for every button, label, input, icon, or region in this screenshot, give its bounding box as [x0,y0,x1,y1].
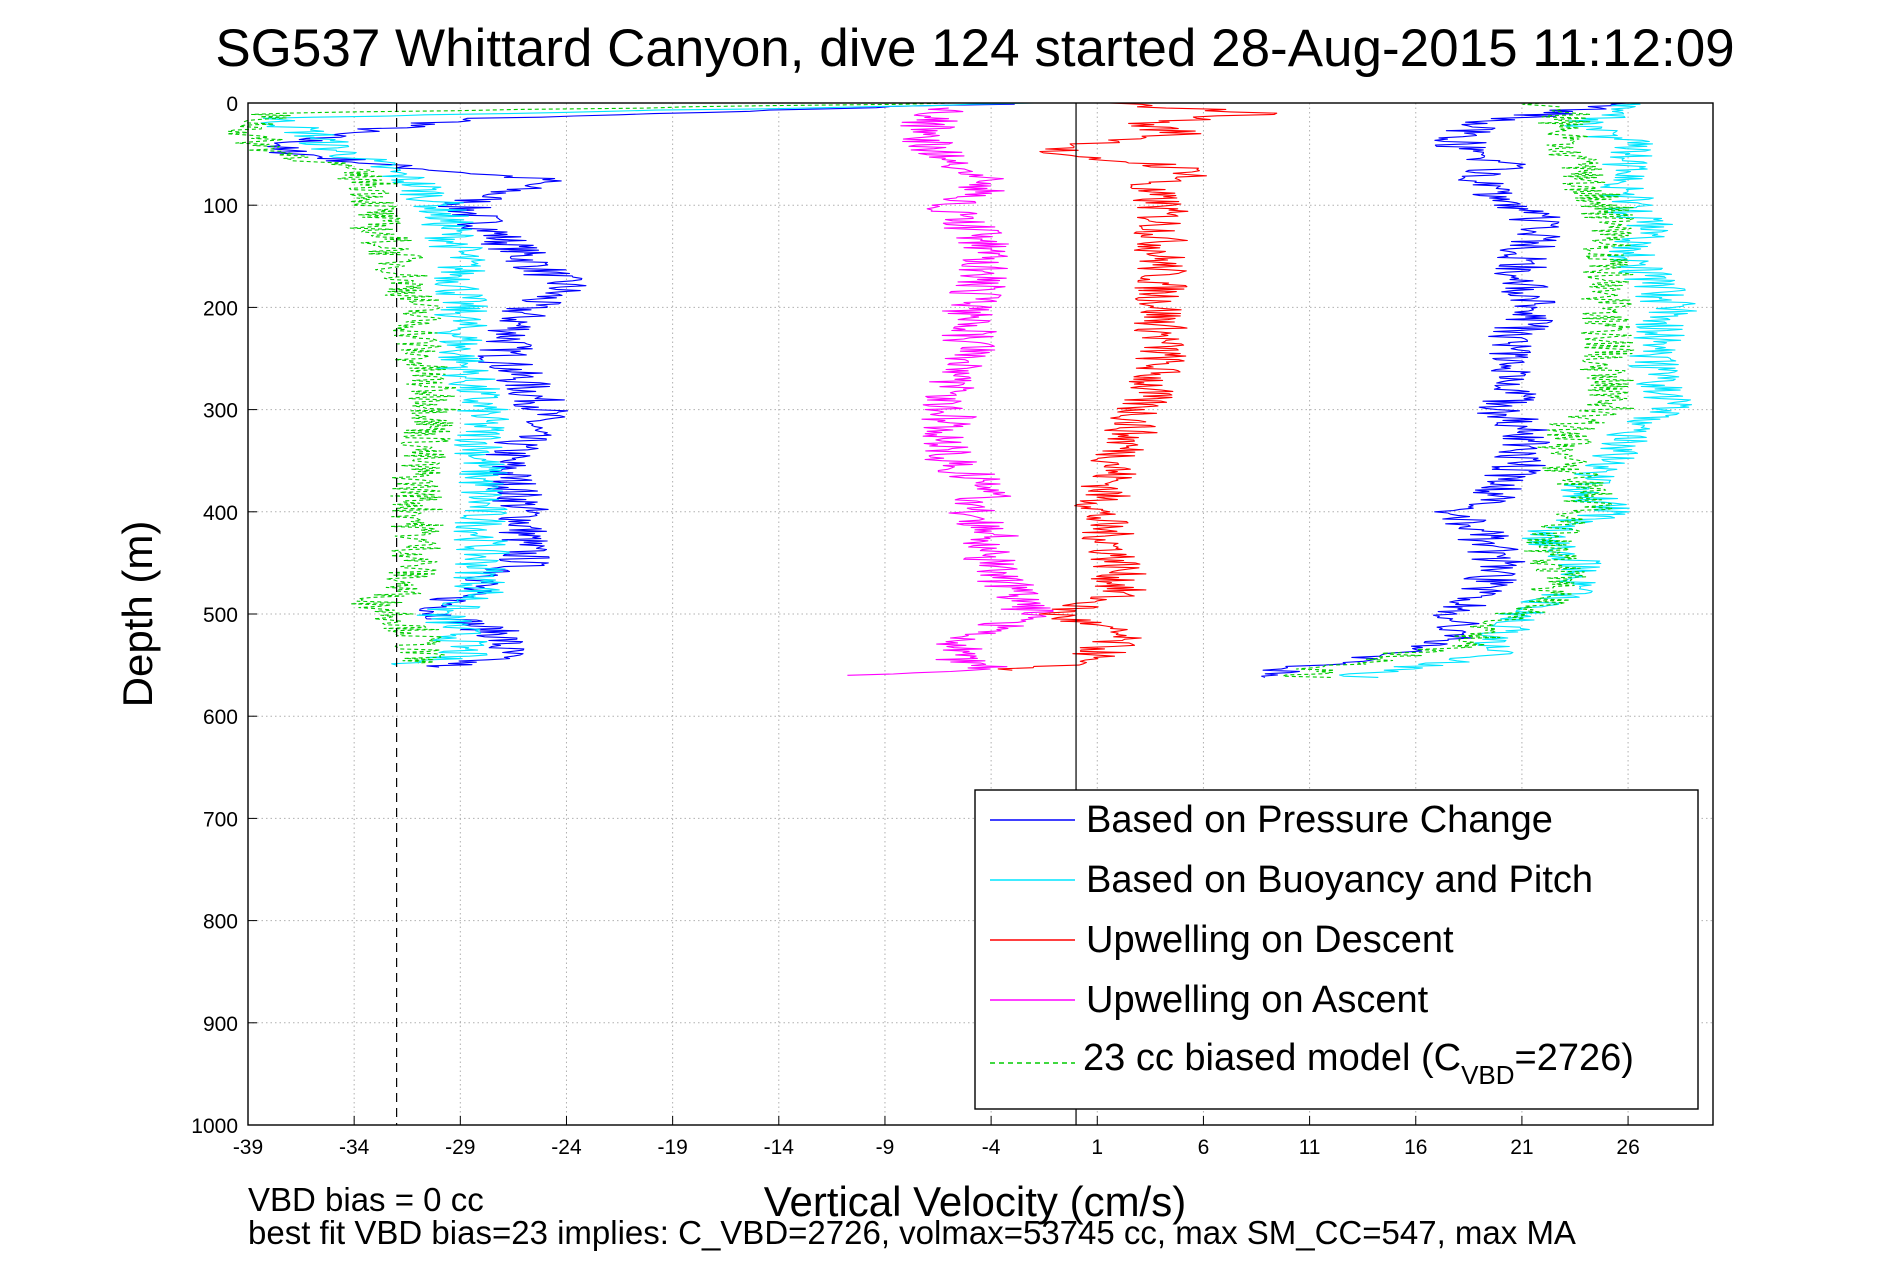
x-tick-label: 11 [1299,1136,1321,1159]
chart-title: SG537 Whittard Canyon, dive 124 started … [215,19,1734,78]
series-biased-model-ascent [1282,102,1635,678]
legend-label-biased-main: 23 cc biased model (C [1083,1037,1461,1079]
x-axis-label: Vertical Velocity (cm/s) [764,1178,1186,1225]
series-pressure-ascent [1261,102,1629,678]
x-tick-label: 26 [1616,1136,1639,1159]
y-tick-label: 700 [203,808,238,831]
legend-box [974,789,1699,1110]
x-tick-label: -4 [982,1136,1001,1159]
legend-label-buoyancy: Based on Buoyancy and Pitch [1086,859,1593,901]
plot-frame [247,102,1714,1126]
x-tick-labels: -39 -34 -29 -24 -19 -14 -9 -4 1 6 11 16 21 26 [233,1136,1640,1159]
legend-label-pressure: Based on Pressure Change [1086,799,1553,841]
legend-label-biased-tail: =2726) [1515,1037,1634,1079]
y-tick-label: 900 [203,1013,238,1036]
series-upwelling-descent-descent [997,102,1278,671]
legend-label-upwelling-descent: Upwelling on Descent [1086,919,1454,961]
series-biased-model-descent [226,102,952,664]
y-axis-label: Depth (m) [114,521,161,708]
series-buoyancy-descent [260,102,1035,666]
x-tick-label: 1 [1091,1136,1103,1159]
x-tick-label: -9 [876,1136,895,1159]
legend-label-biased-model: 23 cc biased model (CVBD=2726) [1083,1037,1634,1090]
x-tick-label: -14 [764,1136,795,1159]
legend-label-upwelling-ascent: Upwelling on Ascent [1086,979,1429,1021]
x-tick-label: 21 [1510,1136,1533,1159]
y-tick-label: 400 [203,502,238,525]
footer-line-1: VBD bias = 0 cc [248,1181,484,1218]
y-tick-labels: 0 100 200 300 400 500 600 700 800 900 1000 [191,93,238,1138]
y-tick-label: 500 [203,604,238,627]
x-tick-label: -29 [445,1136,475,1159]
x-tick-label: 6 [1198,1136,1210,1159]
footer-line-2: best fit VBD bias=23 implies: C_VBD=2726… [248,1214,1576,1251]
x-tick-label: -19 [657,1136,687,1159]
plot-series [226,102,1697,678]
y-tick-label: 800 [203,911,238,934]
x-tick-label: 16 [1404,1136,1427,1159]
series-buoyancy-ascent [1338,102,1697,678]
y-tick-label: 100 [203,195,238,218]
legend-label-biased-sub: VBD [1461,1060,1514,1090]
legend: Based on Pressure Change Based on Buoyan… [974,789,1699,1110]
x-tick-label: -24 [551,1136,582,1159]
y-tick-label: 1000 [191,1115,238,1138]
x-tick-label: -34 [339,1136,370,1159]
series-pressure-descent [267,102,1015,668]
y-tick-label: 300 [203,400,238,423]
reference-lines [396,103,1077,1125]
series-upwelling-ascent-ascent [847,107,1054,676]
x-tick-label: -39 [233,1136,263,1159]
y-tick-label: 600 [203,706,238,729]
y-tick-label: 200 [203,297,238,320]
y-tick-label: 0 [226,93,238,116]
